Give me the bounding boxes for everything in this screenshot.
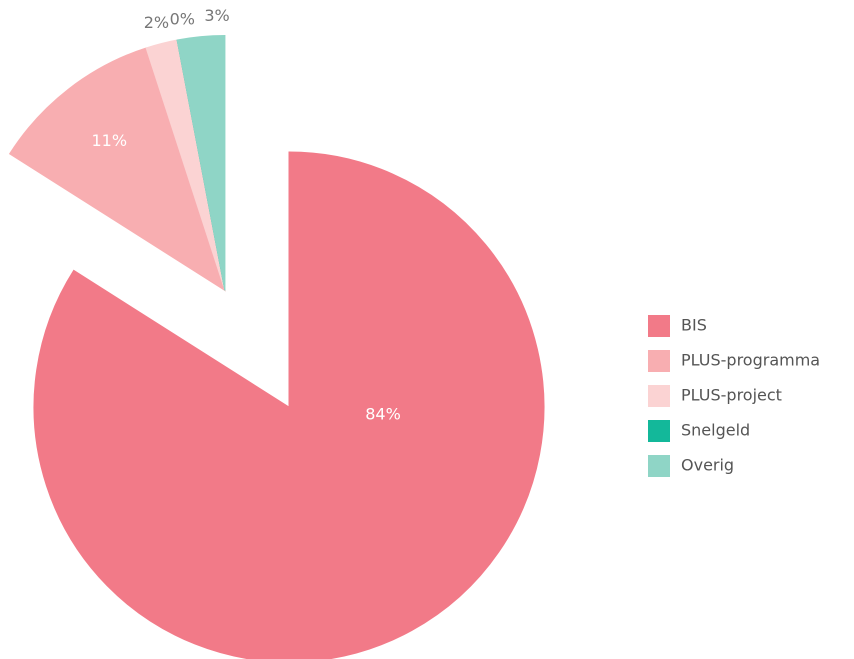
pie-slice [33,151,545,659]
legend-swatch [648,420,670,442]
legend-swatch [648,385,670,407]
pie-slice [8,47,226,292]
data-label: 2% [144,13,169,32]
legend-label: Snelgeld [681,421,750,440]
data-label: 84% [365,405,401,424]
legend-label: PLUS-programma [681,351,820,370]
data-label: 11% [91,131,127,150]
legend-label: BIS [681,316,707,335]
legend-label: PLUS-project [681,386,782,405]
legend-swatch [648,315,670,337]
pie-slice [176,34,226,291]
legend-swatch [648,350,670,372]
data-label: 0% [170,9,195,28]
data-label: 3% [204,6,229,25]
legend-swatch [648,455,670,477]
legend-label: Overig [681,456,734,475]
